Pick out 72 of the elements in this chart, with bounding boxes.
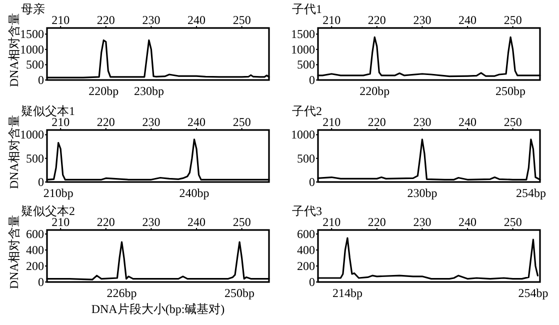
y-tick-label: 1000	[20, 128, 44, 142]
text: 214bp	[332, 286, 362, 300]
text: 250bp	[224, 286, 255, 300]
y-tick-label: 400	[297, 243, 315, 257]
chart-title: 疑似父本2	[21, 204, 75, 218]
text: 250bp	[496, 84, 526, 98]
text: 254bp	[516, 186, 546, 200]
y-tick-label: 1000	[291, 128, 315, 142]
x-tick-label: 240	[188, 215, 206, 229]
text: 210bp	[43, 186, 74, 200]
chart-title: 子代1	[292, 2, 322, 16]
x-tick-label: 210	[322, 215, 341, 229]
x-tick-label: 210	[322, 115, 341, 129]
x-tick-label: 240	[458, 215, 477, 229]
x-tick-label: 240	[188, 115, 206, 129]
text: 230bp	[134, 84, 164, 98]
y-tick-label: 500	[297, 151, 315, 166]
y-tick-label: 500	[297, 58, 315, 72]
y-tick-label: 1000	[20, 42, 44, 56]
text: 226bp	[106, 286, 137, 300]
y-tick-label: 200	[297, 259, 315, 273]
x-tick-label: 240	[188, 13, 206, 27]
x-tick-label: 250	[232, 115, 251, 129]
chart-title: 子代3	[292, 204, 322, 218]
x-tick-label: 230	[413, 115, 432, 129]
text: 240bp	[179, 186, 210, 200]
x-tick-label: 220	[96, 215, 115, 229]
x-tick-label: 230	[142, 215, 160, 229]
y-tick-label: 200	[26, 259, 44, 273]
y-axis-title: DNA相对含量	[7, 115, 21, 189]
y-tick-label: 0	[38, 275, 44, 289]
text: 254bp	[518, 286, 548, 300]
y-tick-label: 1000	[291, 42, 315, 56]
x-tick-label: 250	[504, 215, 522, 229]
y-tick-label: 600	[297, 227, 315, 241]
x-tick-label: 230	[142, 13, 160, 27]
y-tick-label: 0	[38, 175, 44, 189]
text: 220bp	[360, 84, 390, 98]
chart-title: 疑似父本1	[21, 104, 75, 118]
y-tick-label: 0	[309, 275, 315, 289]
text: 220bp	[88, 84, 119, 98]
y-tick-label: 0	[309, 175, 315, 189]
y-tick-label: 1500	[20, 27, 44, 42]
y-tick-label: 500	[26, 151, 44, 166]
chart-title: 子代2	[292, 104, 322, 118]
chart-title: 母亲	[21, 2, 45, 16]
x-tick-label: 220	[96, 115, 115, 129]
y-axis-title: DNA相对含量	[7, 215, 21, 289]
x-tick-label: 220	[368, 215, 386, 229]
y-tick-label: 600	[26, 227, 44, 241]
x-tick-label: 250	[504, 13, 522, 27]
y-tick-label: 1500	[291, 27, 315, 42]
y-tick-label: 0	[38, 73, 44, 87]
x-tick-label: 230	[413, 13, 432, 27]
x-axis-title: DNA片段大小(bp:碱基对)	[91, 302, 225, 316]
x-tick-label: 250	[504, 115, 522, 129]
y-tick-label: 0	[309, 73, 315, 87]
x-tick-label: 220	[368, 115, 386, 129]
x-tick-label: 220	[368, 13, 386, 27]
y-tick-label: 500	[26, 58, 44, 72]
y-axis-title: DNA相对含量	[7, 13, 21, 87]
x-tick-label: 220	[96, 13, 115, 27]
y-tick-label: 400	[26, 243, 44, 257]
x-tick-label: 250	[232, 13, 251, 27]
x-tick-label: 230	[142, 115, 160, 129]
x-tick-label: 230	[413, 215, 432, 229]
text: 230bp	[407, 186, 438, 200]
x-tick-label: 210	[322, 13, 341, 27]
x-tick-label: 210	[52, 13, 70, 27]
x-tick-label: 240	[458, 13, 477, 27]
x-tick-label: 250	[232, 215, 251, 229]
x-tick-label: 240	[458, 115, 477, 129]
